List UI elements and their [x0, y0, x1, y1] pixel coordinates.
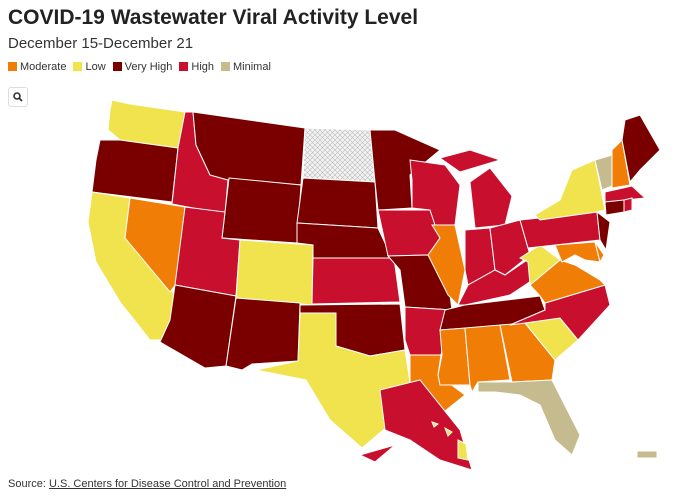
state[interactable]: [594, 241, 605, 264]
state[interactable]: [636, 450, 658, 459]
state[interactable]: [235, 239, 314, 306]
search-icon: [13, 92, 23, 102]
state[interactable]: [124, 197, 186, 293]
state[interactable]: [509, 284, 611, 341]
state[interactable]: [534, 159, 606, 221]
legend-label: Minimal: [233, 61, 271, 73]
state[interactable]: [457, 439, 469, 461]
state[interactable]: [596, 210, 611, 252]
source-label: Source:: [8, 478, 46, 490]
state[interactable]: [296, 177, 379, 229]
state[interactable]: [358, 444, 396, 463]
legend-label: Low: [85, 61, 106, 73]
state[interactable]: [611, 138, 631, 189]
state[interactable]: [225, 297, 301, 371]
state[interactable]: [469, 167, 513, 229]
legend-item: High: [179, 61, 214, 73]
legend-label: Very High: [124, 61, 173, 73]
state[interactable]: [444, 426, 453, 437]
subtitle: December 15-December 21: [8, 35, 194, 52]
state[interactable]: [437, 327, 471, 386]
source-link[interactable]: U.S. Centers for Disease Control and Pre…: [48, 478, 287, 490]
legend: Moderate Low Very High High Minimal: [8, 61, 271, 73]
state[interactable]: [604, 185, 647, 203]
state[interactable]: [192, 111, 306, 186]
state[interactable]: [221, 177, 302, 244]
state[interactable]: [311, 257, 401, 305]
state[interactable]: [91, 139, 179, 203]
state[interactable]: [427, 224, 466, 307]
title: COVID-19 Wastewater Viral Activity Level: [8, 6, 419, 29]
legend-swatch: [112, 62, 122, 71]
legend-item: Minimal: [221, 61, 271, 73]
legend-swatch: [221, 62, 230, 71]
legend-item: Very High: [112, 61, 173, 73]
state[interactable]: [302, 127, 376, 183]
legend-item: Low: [73, 61, 106, 73]
state[interactable]: [554, 241, 601, 263]
state[interactable]: [431, 421, 440, 428]
legend-swatch: [8, 62, 17, 71]
state[interactable]: [379, 379, 473, 471]
state[interactable]: [477, 379, 581, 456]
state[interactable]: [489, 219, 531, 276]
state[interactable]: [621, 114, 661, 184]
search-button[interactable]: [8, 87, 28, 107]
state[interactable]: [377, 209, 441, 257]
legend-item: Moderate: [8, 61, 66, 73]
legend-label: High: [191, 61, 214, 73]
legend-swatch: [73, 62, 83, 71]
state[interactable]: [623, 197, 633, 213]
state[interactable]: [369, 129, 441, 211]
legend-swatch: [179, 62, 189, 71]
source: Source: U.S. Centers for Disease Control…: [8, 478, 286, 490]
state[interactable]: [438, 149, 502, 173]
legend-label: Moderate: [20, 61, 67, 73]
state[interactable]: [604, 199, 625, 216]
